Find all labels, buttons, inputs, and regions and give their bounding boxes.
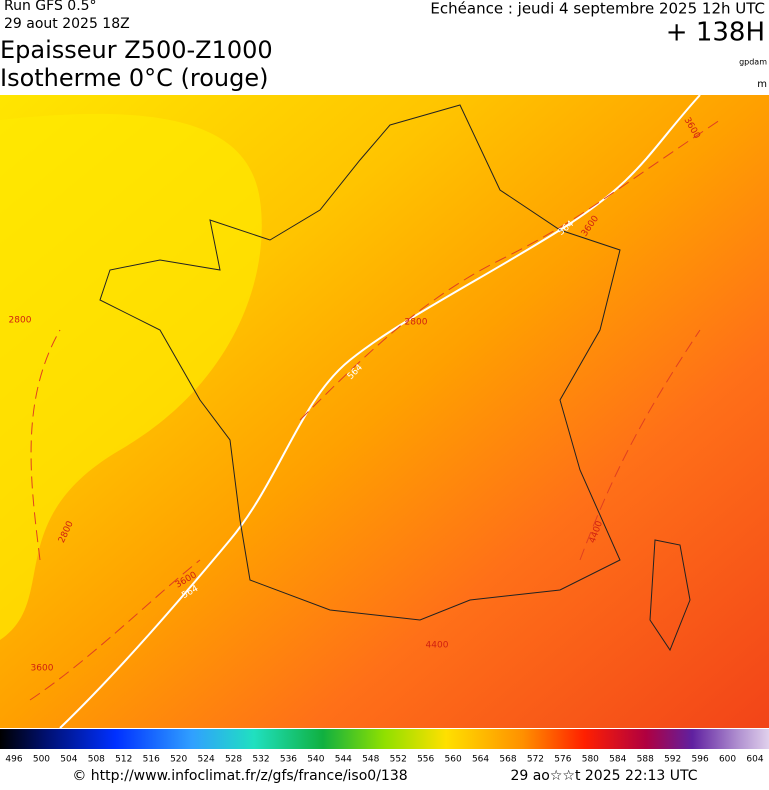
colorbar-label: 588 [637, 755, 654, 765]
colorbar-label: 520 [170, 755, 187, 765]
france-outline [99, 104, 621, 621]
echeance: Echéance : jeudi 4 septembre 2025 12h UT… [430, 0, 765, 18]
colorbar-label: 572 [527, 755, 544, 765]
title-line-2: Isotherme 0°C (rouge) [0, 64, 269, 92]
source-url: © http://www.infoclimat.fr/z/gfs/france/… [72, 768, 407, 784]
colorbar-label: 516 [143, 755, 160, 765]
colorbar-label: 524 [198, 755, 215, 765]
colorbar-labels: 496 500 504 508 512 516 520 524 528 532 536 540 544 5… [5, 755, 763, 765]
cool-zone [0, 95, 262, 640]
timestamp: 29 ao☆☆t 2025 22:13 UTC [510, 768, 697, 784]
contour-lines [29, 119, 721, 701]
contour-label: 4400 [426, 641, 449, 651]
colorbar-label: 540 [307, 755, 324, 765]
colorbar-label: 584 [609, 755, 626, 765]
colorbar-label: 576 [554, 755, 571, 765]
colorbar-label: 604 [746, 755, 763, 765]
isotherm-line [59, 94, 701, 729]
run-date: 29 aout 2025 18Z [4, 16, 130, 32]
colorbar-label: 544 [335, 755, 352, 765]
colorbar-label: 536 [280, 755, 297, 765]
unit-gpdam: gpdam [739, 58, 767, 67]
contour-label: 2800 [405, 318, 428, 328]
unit-m: m [757, 79, 767, 90]
corsica-outline [649, 539, 691, 652]
contour-label: 2800 [9, 316, 32, 326]
colorbar-label: 560 [445, 755, 462, 765]
colorbar-label: 512 [115, 755, 132, 765]
colorbar-label: 532 [252, 755, 269, 765]
colorbar-label: 592 [664, 755, 681, 765]
colorbar-label: 580 [582, 755, 599, 765]
colorbar-label: 500 [33, 755, 50, 765]
colorbar-label: 556 [417, 755, 434, 765]
run-label: Run GFS 0.5° [4, 0, 97, 14]
colorbar-label: 552 [390, 755, 407, 765]
colorbar-label: 496 [5, 755, 22, 765]
colorbar-label: 508 [88, 755, 105, 765]
contour-label: 3600 [31, 664, 54, 674]
title-line-1: Epaisseur Z500-Z1000 [0, 36, 273, 64]
colorbar-label: 528 [225, 755, 242, 765]
colorbar-label: 600 [719, 755, 736, 765]
colorbar-label: 504 [60, 755, 77, 765]
colorbar-label: 548 [362, 755, 379, 765]
lead-time: + 138H [666, 18, 765, 48]
colorbar-label: 568 [499, 755, 516, 765]
colorbar-label: 564 [472, 755, 489, 765]
colorbar [0, 729, 769, 749]
colorbar-label: 596 [692, 755, 709, 765]
